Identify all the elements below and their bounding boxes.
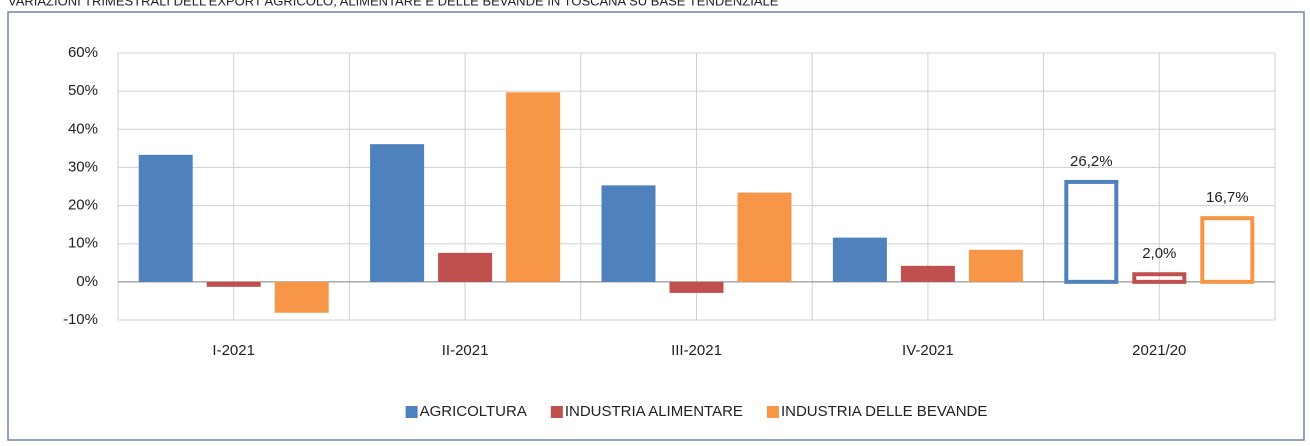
y-tick-label: 10% xyxy=(68,235,98,252)
y-tick-label: 20% xyxy=(68,197,98,214)
bar xyxy=(1132,272,1187,284)
x-tick-label: IV-2021 xyxy=(902,342,954,359)
bar xyxy=(1064,179,1119,284)
x-tick-label: III-2021 xyxy=(671,342,722,359)
value-label: 26,2% xyxy=(1070,153,1113,170)
bar xyxy=(968,249,1023,282)
bar xyxy=(737,192,792,282)
legend-label: INDUSTRIA DELLE BEVANDE xyxy=(781,403,987,420)
y-tick-label: 50% xyxy=(68,82,98,99)
legend-swatch xyxy=(405,406,418,418)
bar xyxy=(832,237,887,282)
bar xyxy=(206,281,261,287)
x-tick-label: I-2021 xyxy=(212,342,255,359)
bar xyxy=(601,185,656,282)
legend-label: INDUSTRIA ALIMENTARE xyxy=(565,403,743,420)
y-tick-label: 0% xyxy=(76,273,98,290)
y-tick-label: 30% xyxy=(68,158,98,175)
value-label: 16,7% xyxy=(1206,189,1249,206)
bar xyxy=(506,92,561,282)
legend-swatch xyxy=(766,406,779,418)
y-tick-label: -10% xyxy=(63,311,98,328)
x-tick-label: II-2021 xyxy=(442,342,489,359)
bar xyxy=(1200,216,1255,284)
bar xyxy=(438,252,493,282)
chart-frame xyxy=(7,11,1305,441)
y-tick-label: 40% xyxy=(68,120,98,137)
chart-title: VARIAZIONI TRIMESTRALI DELL'EXPORT AGRIC… xyxy=(8,0,779,8)
legend-swatch xyxy=(550,406,563,418)
bar xyxy=(669,281,724,293)
legend-label: AGRICOLTURA xyxy=(420,403,527,420)
bar xyxy=(138,154,193,282)
bar xyxy=(370,144,425,282)
y-tick-label: 60% xyxy=(68,44,98,61)
bar xyxy=(900,265,955,282)
bar xyxy=(274,281,329,313)
x-tick-label: 2021/20 xyxy=(1132,342,1186,359)
value-label: 2,0% xyxy=(1142,245,1176,262)
